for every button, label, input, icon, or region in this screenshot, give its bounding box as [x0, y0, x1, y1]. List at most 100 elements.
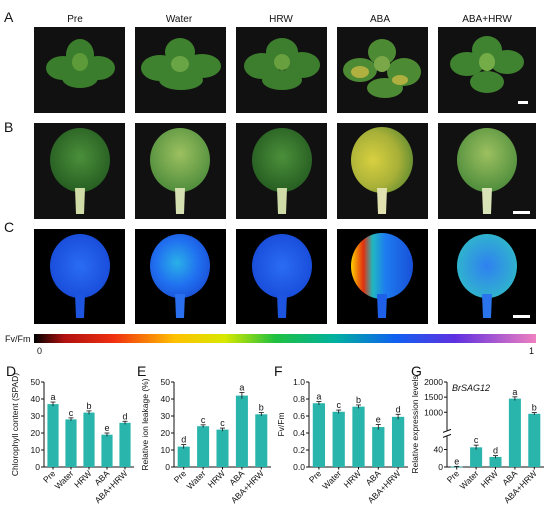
x-tick-label: HRW: [479, 468, 500, 489]
bar-aba-hrw: [391, 416, 405, 467]
bar-aba-hrw: [255, 414, 268, 467]
column-label-hrw: HRW: [269, 14, 293, 25]
x-tick-label: Water: [320, 468, 343, 491]
y-tick-label: 0.4: [293, 428, 305, 438]
bar-hrw: [489, 456, 502, 467]
scale-bar-a: [518, 101, 528, 104]
y-tick-label: 1500: [424, 392, 443, 402]
significance-letter: d: [122, 411, 127, 421]
leaf-photo-hrw: [236, 123, 327, 219]
y-tick-label: 40: [434, 445, 444, 455]
fluorescence-photo-hrw: [236, 229, 327, 324]
panel-letter-d: D: [6, 363, 16, 379]
y-axis-label: Chlorophyll content (SPAD): [10, 373, 20, 476]
significance-letter: b: [259, 403, 264, 413]
bar-pre: [450, 466, 463, 468]
plant-photo-pre: [34, 27, 125, 113]
significance-letter: d: [181, 435, 186, 445]
plant-photo-hrw: [236, 27, 327, 113]
y-tick-label: 0.8: [293, 394, 305, 404]
y-tick-label: 0.6: [293, 411, 305, 421]
bar-water: [197, 426, 210, 467]
fluorescence-photo-aba: [337, 229, 428, 324]
y-tick-label: 20: [31, 428, 41, 438]
significance-letter: a: [316, 392, 321, 402]
y-tick-label: 40: [161, 394, 171, 404]
scale-bar-c: [513, 315, 530, 318]
x-tick-label: Water: [185, 468, 208, 491]
y-tick-label: 0: [438, 462, 443, 472]
y-axis-label: Relative ion leakage (%): [140, 378, 150, 470]
bar-pre: [312, 403, 326, 467]
bar-aba-hrw: [119, 422, 131, 467]
significance-letter: d: [493, 446, 498, 456]
significance-letter: c: [201, 415, 206, 425]
plant-photo-aba: [337, 27, 428, 113]
bar-water: [65, 419, 77, 467]
panel-letter-b: B: [4, 119, 13, 135]
panel-letter-a: A: [4, 9, 14, 25]
bar-aba: [235, 395, 248, 467]
y-axis-label: Relative expression levels: [410, 375, 420, 473]
bar-hrw: [216, 429, 229, 467]
significance-letter: c: [474, 435, 479, 445]
significance-letter: b: [86, 401, 91, 411]
panel-letter-f: F: [274, 363, 283, 379]
significance-letter: e: [376, 415, 381, 425]
y-tick-label: 2000: [424, 377, 443, 387]
column-label-water: Water: [166, 14, 193, 25]
row-c-fluorescence-images: [34, 229, 536, 324]
leaf-photo-pre: [34, 123, 125, 219]
colorbar-label: Fv/Fm: [5, 334, 31, 344]
chart-fv-fm: 0.00.20.40.60.81.0Fv/FmaPrecWaterbHRWeAB…: [276, 377, 408, 505]
leaf-photo-water: [135, 123, 226, 219]
x-tick-label: HRW: [72, 468, 93, 489]
significance-letter: a: [50, 392, 55, 402]
colorbar-max-label: 1: [529, 346, 534, 356]
significance-letter: c: [69, 408, 74, 418]
plant-photo-aba-hrw: [438, 27, 536, 113]
fluorescence-photo-water: [135, 229, 226, 324]
bar-aba: [101, 434, 113, 467]
fluorescence-photo-aba-hrw: [438, 229, 536, 324]
colorbar-min-label: 0: [37, 346, 42, 356]
y-tick-label: 50: [31, 377, 41, 387]
fvfm-colorbar: [34, 334, 536, 343]
y-tick-label: 1.0: [293, 377, 305, 387]
bar-water: [332, 411, 345, 467]
y-tick-label: 20: [161, 428, 171, 438]
x-tick-label: Water: [458, 468, 481, 491]
row-a-whole-plants: [34, 27, 536, 113]
significance-letter: c: [220, 418, 225, 428]
y-tick-label: 0: [35, 462, 40, 472]
bar-pre: [47, 404, 59, 467]
row-b-detached-leaves: [34, 123, 536, 219]
panel-letter-c: C: [4, 219, 14, 235]
column-label-aba: ABA: [370, 14, 390, 25]
axis-break-mark: [442, 433, 452, 438]
bar-hrw: [352, 406, 365, 467]
significance-letter: b: [356, 395, 361, 405]
significance-letter: a: [239, 383, 244, 393]
bar-aba-hrw: [528, 413, 541, 467]
y-axis-label: Fv/Fm: [276, 412, 286, 436]
significance-letter: d: [396, 404, 401, 414]
bar-aba: [508, 398, 521, 467]
panel-letter-g: G: [411, 363, 422, 379]
bar-hrw: [83, 412, 95, 467]
y-tick-label: 50: [161, 377, 171, 387]
x-tick-label: HRW: [342, 468, 363, 489]
significance-letter: c: [336, 400, 341, 410]
y-tick-label: 1000: [424, 407, 443, 417]
bar-water: [470, 447, 483, 467]
y-tick-label: 0.0: [293, 462, 305, 472]
plant-photo-water: [135, 27, 226, 113]
leaf-photo-aba-hrw: [438, 123, 536, 219]
column-label-pre: Pre: [67, 14, 83, 25]
leaf-photo-aba: [337, 123, 428, 219]
bar-pre: [177, 446, 190, 467]
significance-letter: e: [454, 456, 459, 466]
